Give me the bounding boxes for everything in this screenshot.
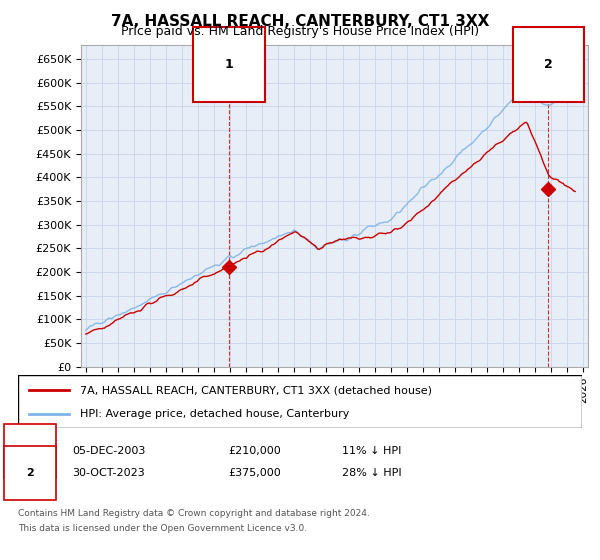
Text: Contains HM Land Registry data © Crown copyright and database right 2024.: Contains HM Land Registry data © Crown c… bbox=[18, 509, 370, 518]
Text: This data is licensed under the Open Government Licence v3.0.: This data is licensed under the Open Gov… bbox=[18, 524, 307, 533]
Text: 11% ↓ HPI: 11% ↓ HPI bbox=[342, 446, 401, 456]
Text: £375,000: £375,000 bbox=[228, 468, 281, 478]
Text: 05-DEC-2003: 05-DEC-2003 bbox=[72, 446, 145, 456]
Text: 7A, HASSALL REACH, CANTERBURY, CT1 3XX (detached house): 7A, HASSALL REACH, CANTERBURY, CT1 3XX (… bbox=[80, 385, 432, 395]
Text: 30-OCT-2023: 30-OCT-2023 bbox=[72, 468, 145, 478]
Text: 7A, HASSALL REACH, CANTERBURY, CT1 3XX: 7A, HASSALL REACH, CANTERBURY, CT1 3XX bbox=[111, 14, 489, 29]
Text: 1: 1 bbox=[224, 58, 233, 71]
Text: £210,000: £210,000 bbox=[228, 446, 281, 456]
FancyBboxPatch shape bbox=[18, 375, 582, 428]
Text: 28% ↓ HPI: 28% ↓ HPI bbox=[342, 468, 401, 478]
Text: 1: 1 bbox=[26, 446, 34, 456]
Text: 2: 2 bbox=[26, 468, 34, 478]
Text: Price paid vs. HM Land Registry's House Price Index (HPI): Price paid vs. HM Land Registry's House … bbox=[121, 25, 479, 38]
Text: HPI: Average price, detached house, Canterbury: HPI: Average price, detached house, Cant… bbox=[80, 408, 349, 418]
Text: 2: 2 bbox=[544, 58, 553, 71]
